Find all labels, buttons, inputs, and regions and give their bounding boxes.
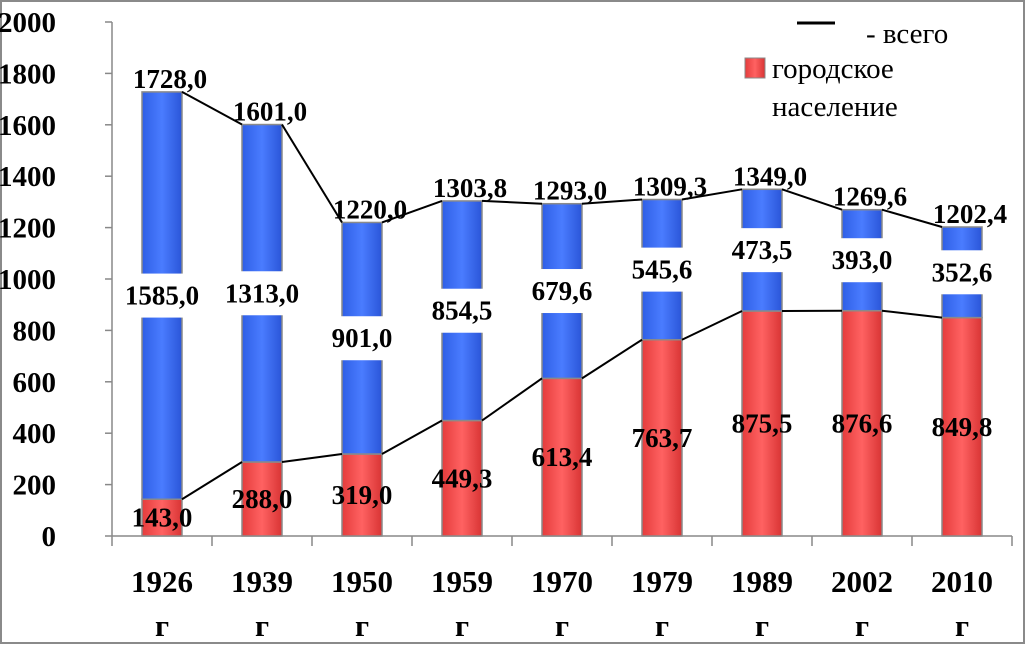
urban-data-label: 875,5	[732, 408, 793, 438]
urban-series-line	[881, 309, 943, 319]
urban-data-label: 449,3	[432, 463, 493, 493]
bar-urban	[741, 310, 783, 537]
urban-data-label: 876,6	[832, 408, 893, 438]
y-tick-label: 0	[42, 521, 57, 553]
rural-data-label: 901,0	[332, 323, 393, 353]
rural-data-label: 352,6	[932, 257, 993, 287]
y-tick-label: 600	[13, 367, 57, 399]
rural-data-label: 545,6	[632, 255, 693, 285]
bar-urban	[341, 453, 383, 537]
x-category-label: 1939	[231, 564, 293, 599]
x-category-label: 1926	[131, 564, 193, 599]
urban-series-line	[481, 377, 543, 422]
y-tick-label: 1600	[0, 110, 56, 142]
total-data-label: 1220,0	[333, 194, 407, 224]
total-data-label: 1269,6	[833, 182, 907, 212]
rural-data-label: 473,5	[732, 235, 793, 265]
urban-series-line	[681, 310, 743, 341]
x-category-label: 1989	[731, 564, 793, 599]
total-data-label: 1728,0	[133, 64, 207, 94]
x-category-label: 1959	[431, 564, 493, 599]
legend-urban-label-1: городское	[772, 53, 894, 85]
total-data-label: 1293,0	[533, 176, 607, 206]
x-category-suffix: г	[355, 608, 369, 643]
urban-series-line	[381, 419, 443, 455]
rural-data-label: 393,0	[832, 245, 893, 275]
x-category-suffix: г	[155, 608, 169, 643]
x-category-label: 1970	[531, 564, 593, 599]
bar-urban	[441, 419, 483, 537]
rural-label-bg	[815, 238, 909, 283]
bar-urban	[941, 316, 983, 537]
x-category-suffix: г	[255, 608, 269, 643]
urban-series-line	[581, 338, 643, 380]
total-series-line	[581, 198, 643, 205]
bar-urban	[141, 498, 183, 537]
urban-data-label: 288,0	[232, 484, 293, 514]
urban-data-label: 763,7	[632, 423, 693, 453]
x-category-label: 2002	[831, 564, 893, 599]
rural-data-label: 854,5	[432, 296, 493, 326]
rural-label-bg	[415, 288, 509, 333]
total-series-line	[881, 208, 943, 228]
urban-series-line	[281, 453, 343, 463]
y-tick-label: 1000	[0, 264, 56, 296]
total-series-line	[481, 199, 543, 205]
y-tick-label: 400	[13, 418, 57, 450]
legend-urban-label-2: население	[772, 91, 898, 123]
rural-data-label: 1313,0	[225, 278, 299, 308]
legend-urban-swatch-icon	[744, 57, 766, 79]
x-category-suffix: г	[455, 608, 469, 643]
rural-data-label: 1585,0	[125, 281, 199, 311]
bar-urban	[541, 377, 583, 537]
y-tick-label: 2000	[0, 7, 56, 39]
x-category-suffix: г	[955, 608, 969, 643]
total-series-line	[281, 124, 343, 223]
legend: - всего городское население	[744, 18, 948, 123]
total-data-label: 1601,0	[233, 97, 307, 127]
total-series-line	[681, 188, 743, 201]
y-tick-label: 200	[13, 470, 57, 502]
urban-series-line	[181, 461, 243, 501]
rural-label-bg	[315, 316, 409, 361]
urban-data-label: 319,0	[332, 480, 393, 510]
x-category-suffix: г	[555, 608, 569, 643]
bar-urban	[241, 461, 283, 537]
total-data-label: 1202,4	[933, 199, 1007, 229]
total-series-line	[381, 199, 443, 224]
y-tick-label: 1200	[0, 213, 56, 245]
x-category-label: 2010	[931, 564, 993, 599]
legend-total-label: - всего	[866, 18, 948, 50]
y-tick-label: 1800	[0, 58, 56, 90]
x-category-label: 1979	[631, 564, 693, 599]
rural-label-bg	[515, 269, 609, 314]
total-data-label: 1303,8	[433, 173, 507, 203]
x-category-label: 1950	[331, 564, 393, 599]
x-category-suffix: г	[655, 608, 669, 643]
rural-label-bg	[615, 247, 709, 292]
total-series-line	[781, 188, 843, 211]
urban-data-label: 849,8	[932, 412, 993, 442]
total-series-line	[181, 91, 243, 126]
urban-data-label: 143,0	[132, 503, 193, 533]
total-data-label: 1309,3	[633, 172, 707, 202]
rural-data-label: 679,6	[532, 276, 593, 306]
rural-label-bg	[215, 271, 309, 316]
rural-label-bg	[715, 228, 809, 273]
bar-urban	[641, 338, 683, 537]
y-tick-label: 1400	[0, 161, 56, 193]
rural-label-bg	[115, 273, 209, 318]
y-tick-label: 800	[13, 315, 57, 347]
urban-data-label: 613,4	[532, 442, 593, 472]
x-category-suffix: г	[755, 608, 769, 643]
x-category-suffix: г	[855, 608, 869, 643]
total-data-label: 1349,0	[733, 161, 807, 191]
rural-label-bg	[915, 250, 1009, 295]
